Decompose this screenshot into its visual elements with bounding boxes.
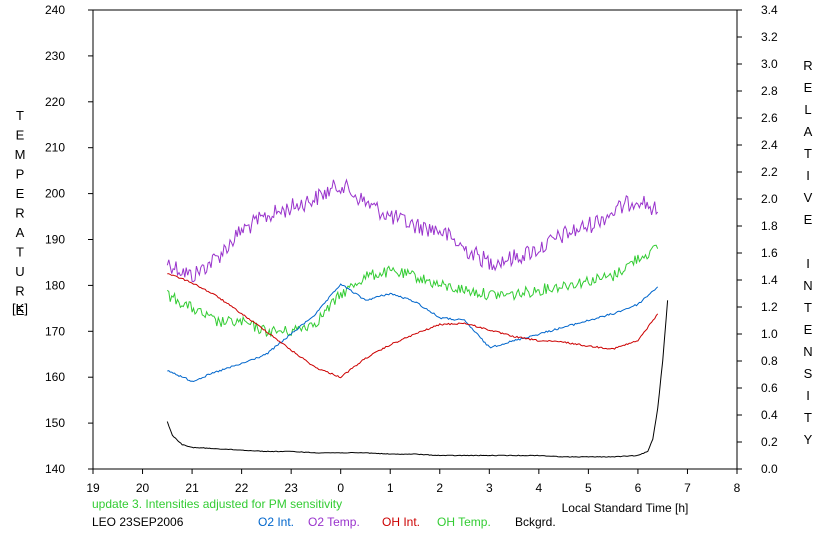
x-tick-label: 20 (136, 481, 150, 495)
right-axis-letter: A (804, 124, 813, 139)
right-tick-label: 2.4 (761, 138, 778, 152)
left-tick-label: 170 (45, 324, 65, 338)
right-axis-letter: I (806, 256, 810, 271)
x-tick-label: 4 (536, 481, 543, 495)
left-tick-label: 140 (45, 462, 65, 476)
right-axis-letter: N (803, 278, 812, 293)
legend-item: OH Temp. (437, 515, 491, 529)
left-axis-unit: [K] (12, 301, 28, 316)
left-tick-label: 200 (45, 187, 65, 201)
right-axis-letter: S (804, 366, 813, 381)
right-tick-label: 2.8 (761, 84, 778, 98)
series-line-bckgrd (166, 300, 669, 458)
right-tick-label: 2.6 (761, 111, 778, 125)
left-axis-letter: T (16, 108, 24, 123)
x-tick-label: 22 (235, 481, 249, 495)
left-axis-ticks: 140 150 160 170 180 190 200 210 220 230 240 (45, 3, 93, 476)
right-tick-label: 3.2 (761, 30, 778, 44)
x-axis-ticks: 19 20 21 22 23 0 1 2 3 4 5 6 7 8 (86, 469, 741, 495)
footer-station: LEO 23SEP2006 (92, 515, 184, 529)
x-tick-label: 1 (387, 481, 394, 495)
right-tick-label: 2.2 (761, 165, 778, 179)
left-axis-letter: R (15, 206, 24, 221)
right-tick-label: 0.2 (761, 435, 778, 449)
left-axis-letter: E (16, 128, 25, 143)
left-axis-letter: E (16, 303, 25, 318)
right-axis-letter: T (804, 300, 812, 315)
right-axis-letter: E (804, 322, 813, 337)
right-tick-label: 1.6 (761, 246, 778, 260)
left-axis-letter: R (15, 284, 24, 299)
series-line-o2-temp (166, 178, 659, 283)
right-axis-letter: V (804, 190, 813, 205)
right-axis-letter: R (803, 58, 812, 73)
x-tick-label: 2 (436, 481, 443, 495)
left-axis-letter: A (16, 225, 25, 240)
left-tick-label: 150 (45, 416, 65, 430)
left-tick-label: 210 (45, 141, 65, 155)
left-axis-letter: U (15, 264, 24, 279)
series-line-oh-temp (166, 244, 659, 338)
x-tick-label: 8 (734, 481, 741, 495)
right-axis-letter: E (804, 80, 813, 95)
right-tick-label: 0.6 (761, 381, 778, 395)
series-line-o2-int (167, 283, 659, 383)
x-tick-label: 6 (635, 481, 642, 495)
right-axis-letter: I (806, 168, 810, 183)
right-axis-letter: L (804, 102, 811, 117)
left-tick-label: 230 (45, 49, 65, 63)
x-tick-label: 5 (585, 481, 592, 495)
legend-item: Bckgrd. (515, 515, 556, 529)
x-tick-label: 19 (86, 481, 100, 495)
right-tick-label: 3.0 (761, 57, 778, 71)
left-axis-letter: E (16, 186, 25, 201)
x-axis-label: Local Standard Time [h] (562, 501, 689, 515)
plot-frame (92, 9, 738, 470)
right-tick-label: 1.4 (761, 273, 778, 287)
x-tick-label: 23 (284, 481, 298, 495)
right-tick-label: 1.8 (761, 219, 778, 233)
left-tick-label: 240 (45, 3, 65, 17)
right-axis-letter: E (804, 212, 813, 227)
right-axis-letter: T (804, 410, 812, 425)
right-tick-label: 3.4 (761, 3, 778, 17)
right-tick-label: 1.2 (761, 300, 778, 314)
legend-item: O2 Int. (258, 515, 295, 529)
x-tick-label: 3 (486, 481, 493, 495)
right-tick-label: 1.0 (761, 327, 778, 341)
right-axis-ticks: 0.0 0.2 0.4 0.6 0.8 1.0 1.2 1.4 1.6 1.8 2.0 2.2 2.4 2… (737, 3, 778, 476)
footer-note: update 3. Intensities adjusted for PM se… (92, 497, 343, 511)
left-tick-label: 180 (45, 278, 65, 292)
left-tick-label: 220 (45, 95, 65, 109)
right-tick-label: 0.8 (761, 354, 778, 368)
x-tick-label: 21 (185, 481, 199, 495)
legend-item: OH Int. (382, 515, 421, 529)
right-axis-letter: T (804, 146, 812, 161)
right-tick-label: 0.0 (761, 462, 778, 476)
right-axis-letter: I (806, 388, 810, 403)
left-axis-letter: P (16, 167, 25, 182)
left-tick-label: 190 (45, 233, 65, 247)
legend-item: O2 Temp. (308, 515, 360, 529)
right-tick-label: 2.0 (761, 192, 778, 206)
left-axis-letter: M (15, 147, 26, 162)
x-tick-label: 0 (337, 481, 344, 495)
series-line-oh-int (167, 273, 659, 379)
left-tick-label: 160 (45, 370, 65, 384)
series-lines (166, 178, 669, 458)
right-axis-letter: Y (804, 432, 813, 447)
right-tick-label: 0.4 (761, 408, 778, 422)
right-axis-letter: N (803, 344, 812, 359)
left-axis-letter: T (16, 245, 24, 260)
x-tick-label: 7 (684, 481, 691, 495)
